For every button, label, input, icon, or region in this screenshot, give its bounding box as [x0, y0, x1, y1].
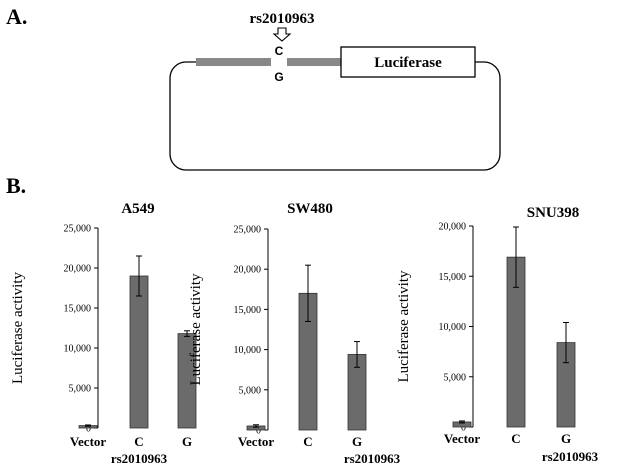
- panel-a-label: A.: [6, 4, 28, 29]
- bar-g: [177, 333, 197, 429]
- snp-gap: [271, 52, 287, 72]
- bar-vector: [246, 425, 266, 431]
- y-tick-label: 20,000: [234, 265, 262, 276]
- bar-g: [556, 342, 576, 428]
- y-axis-label: Luciferase activity: [10, 271, 26, 384]
- y-tick-label: 20,000: [64, 264, 92, 275]
- bar-c: [129, 275, 149, 429]
- category-label: G: [352, 434, 362, 449]
- y-tick-label: 0: [86, 424, 91, 435]
- group-label: rs2010963: [111, 451, 168, 466]
- category-label: C: [303, 434, 312, 449]
- category-label: Vector: [444, 431, 481, 446]
- group-label: rs2010963: [542, 449, 599, 464]
- y-tick-label: 15,000: [234, 305, 262, 316]
- snp-id-label: rs2010963: [250, 11, 315, 27]
- y-tick-label: 10,000: [64, 344, 92, 355]
- y-tick-label: 0: [256, 426, 261, 437]
- y-axis-label: Luciferase activity: [396, 270, 412, 383]
- y-tick-label: 5,000: [239, 385, 262, 396]
- chart-title: SNU398: [527, 205, 580, 221]
- panel-b-label: B.: [6, 173, 27, 198]
- insert-left-segment: [196, 58, 271, 66]
- bar-vector: [452, 421, 472, 428]
- category-label: G: [561, 431, 571, 446]
- bar-g: [347, 354, 367, 431]
- plasmid-diagram: Luciferase rs2010963 C G: [169, 11, 501, 171]
- allele-g-label: G: [274, 70, 283, 84]
- insert-right-segment: [287, 58, 342, 66]
- plasmid-backbone: [169, 61, 501, 171]
- y-tick-label: 10,000: [439, 322, 467, 333]
- luciferase-box: [340, 46, 476, 78]
- y-tick-label: 15,000: [439, 272, 467, 283]
- y-tick-label: 25,000: [64, 224, 92, 235]
- category-label: Vector: [238, 434, 275, 449]
- y-tick-label: 5,000: [69, 384, 92, 395]
- down-arrow-icon: [272, 27, 292, 42]
- bar-vector: [78, 425, 98, 429]
- group-label: rs2010963: [344, 451, 401, 466]
- y-tick-label: 25,000: [234, 225, 262, 236]
- category-label: C: [511, 431, 520, 446]
- bar-c: [298, 292, 318, 431]
- chart-title: SW480: [287, 201, 333, 217]
- y-tick-label: 15,000: [64, 304, 92, 315]
- allele-c-label: C: [275, 44, 284, 58]
- y-tick-label: 10,000: [234, 345, 262, 356]
- y-tick-label: 0: [461, 423, 466, 434]
- bar-c: [506, 256, 526, 428]
- category-label: G: [182, 434, 192, 449]
- y-tick-label: 20,000: [439, 222, 467, 233]
- category-label: C: [134, 434, 143, 449]
- y-axis-label: Luciferase activity: [188, 273, 204, 386]
- luciferase-label: Luciferase: [374, 55, 442, 71]
- chart-title: A549: [121, 201, 154, 217]
- y-tick-label: 5,000: [444, 372, 467, 383]
- category-label: Vector: [70, 434, 107, 449]
